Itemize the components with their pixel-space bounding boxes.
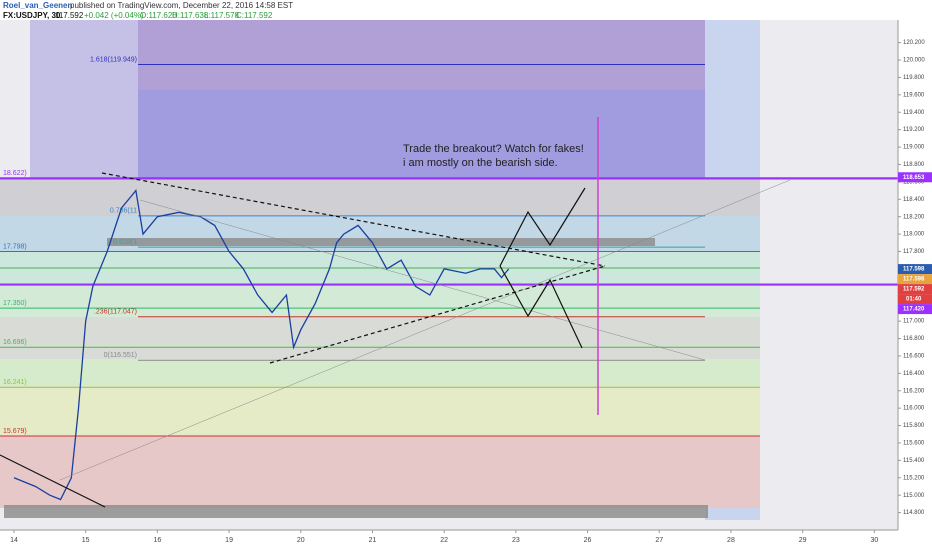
fib-label: 16.241) xyxy=(3,379,27,386)
drawings xyxy=(0,117,791,508)
close: C:117.592 xyxy=(236,11,273,20)
fib-label: 18.622) xyxy=(3,170,27,177)
y-tick-label: 119.800 xyxy=(903,75,925,81)
fib-label: 16.696) xyxy=(3,339,27,346)
y-tick-label: 117.800 xyxy=(903,249,925,255)
x-tick-label: 14 xyxy=(10,537,18,544)
y-tick-label: 119.200 xyxy=(903,127,925,133)
y-tick-label: 119.000 xyxy=(903,145,925,151)
y-tick-label: 115.800 xyxy=(903,423,925,429)
axes: 120.200 120.000 119.800 119.600 119.400 119.2… xyxy=(10,40,932,544)
y-tick-label: 119.600 xyxy=(903,92,925,98)
backgrounds xyxy=(0,20,898,530)
x-tick-label: 19 xyxy=(225,537,233,544)
y-tick-label: 116.600 xyxy=(903,354,925,360)
x-tick-label: 28 xyxy=(727,537,735,544)
fib-label: 1.618(119.949) xyxy=(90,56,137,63)
y-tick-label: 116.200 xyxy=(903,388,925,394)
fib-label: 0(116.551) xyxy=(104,352,137,359)
countdown: 01:40 xyxy=(906,297,922,303)
countdown-tag xyxy=(898,294,932,305)
y-tick-label: 115.000 xyxy=(903,493,925,499)
annotation: Trade the breakout? Watch for fakes! xyxy=(403,143,584,155)
price-tag xyxy=(898,304,932,315)
y-tick-label: 118.800 xyxy=(903,162,925,168)
y-tick-label: 115.400 xyxy=(903,458,925,464)
open: O:117.620 xyxy=(140,11,177,20)
y-tick-label: 116.000 xyxy=(903,406,925,412)
fib-label: 15.679) xyxy=(3,428,27,435)
y-tick-label: 120.000 xyxy=(903,58,925,64)
x-tick-label: 15 xyxy=(82,537,90,544)
y-tick-label: 120.200 xyxy=(903,40,925,46)
plot xyxy=(13,189,510,501)
symbol: FX:USDJPY, 30 xyxy=(3,11,61,20)
fib-label: .236(117.047) xyxy=(94,309,137,316)
y-tick-label: 118.600 xyxy=(903,179,925,185)
low: L:117.578 xyxy=(204,11,240,20)
price-tag-label: 117.598 xyxy=(903,277,925,283)
annotation: i am mostly on the bearish side. xyxy=(403,157,558,169)
price-tag-label: 117.598 xyxy=(903,267,925,273)
y-tick-label: 118.000 xyxy=(903,232,925,238)
price-tag xyxy=(898,274,932,285)
y-tick-label: 114.800 xyxy=(903,510,925,516)
x-tick-label: 27 xyxy=(655,537,663,544)
x-tick-label: 30 xyxy=(870,537,878,544)
x-tick-label: 20 xyxy=(297,537,305,544)
x-tick-label: 22 xyxy=(440,537,448,544)
fib-label: 0.786(11 xyxy=(110,208,137,215)
price-tag-label: 117.592 xyxy=(903,287,925,293)
y-tick-label: 116.400 xyxy=(903,371,925,377)
y-tick-label: 118.200 xyxy=(903,214,925,220)
levels: 1.618(119.949) 18.622) 0.786(11 0.618(1 17.7… xyxy=(0,56,898,437)
y-tick-label: 116.800 xyxy=(903,336,925,342)
x-tick-label: 23 xyxy=(512,537,520,544)
x-tick-label: 21 xyxy=(369,537,377,544)
y-tick-label: 115.600 xyxy=(903,441,925,447)
price-line xyxy=(13,189,510,501)
y-tick-label: 118.400 xyxy=(903,197,925,203)
last-price: 117.592 xyxy=(55,11,84,20)
fib-label: 17.798) xyxy=(3,243,27,250)
price-tag xyxy=(898,284,932,295)
fib-label: 0.618(1 xyxy=(113,239,137,246)
y-tick-label: 119.400 xyxy=(903,110,925,116)
fib-label: 17.350) xyxy=(3,300,27,307)
high: H:117.638 xyxy=(172,11,209,20)
price-tag-label: 118.653 xyxy=(903,175,925,181)
x-tick-label: 29 xyxy=(799,537,807,544)
x-tick-label: 26 xyxy=(584,537,592,544)
y-tick-label: 115.200 xyxy=(903,475,925,481)
published: published on TradingView.com, December 2… xyxy=(70,1,293,10)
author: Roel_van_Geenen xyxy=(3,1,72,10)
price-tag-label: 117.420 xyxy=(903,307,925,313)
y-tick-label: 117.000 xyxy=(903,319,925,325)
x-tick-label: 16 xyxy=(153,537,161,544)
change: +0.042 (+0.04%) xyxy=(84,11,144,20)
price-tag xyxy=(898,264,932,275)
price-tag xyxy=(898,172,932,183)
